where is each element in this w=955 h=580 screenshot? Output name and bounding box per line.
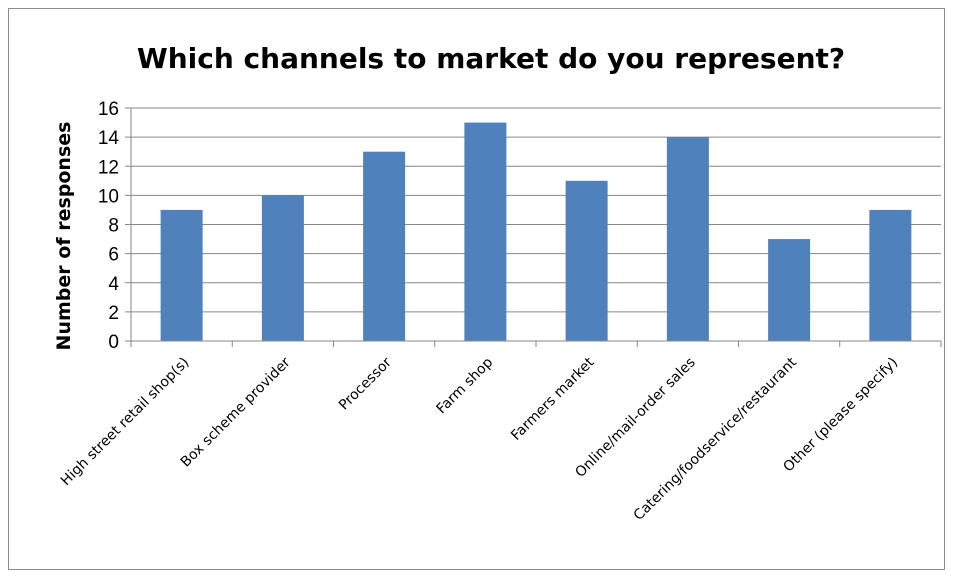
bar — [565, 180, 608, 341]
axes — [125, 107, 942, 347]
y-axis-label: Number of responses — [53, 122, 75, 351]
y-tick-labels: 0 2 4 6 8 10 12 14 16 — [98, 99, 120, 353]
bar — [666, 137, 709, 341]
x-tick-label: Other (please specify) — [780, 355, 901, 476]
y-tick-label: 6 — [108, 245, 119, 266]
x-tick-labels: High street retail shop(s)Box scheme pro… — [58, 354, 901, 524]
y-tick-label: 14 — [98, 128, 120, 149]
x-tick-label: Online/mail-order sales — [572, 355, 698, 481]
y-tick-label: 12 — [98, 157, 119, 178]
x-tick-label: Catering/foodservice/restaurant — [631, 354, 801, 524]
y-tick-label: 16 — [98, 99, 119, 120]
bar — [363, 151, 406, 341]
x-tick-label: Processor — [336, 354, 395, 413]
y-tick-label: 4 — [108, 274, 119, 295]
y-tick-label: 10 — [98, 186, 119, 207]
bar — [160, 209, 203, 341]
y-tick-label: 2 — [108, 303, 119, 324]
x-tick-label: Farmers market — [508, 354, 598, 444]
x-tick-label: Box scheme provider — [178, 354, 294, 470]
bar-chart: Which channels to market do you represen… — [53, 42, 942, 524]
gridlines — [131, 107, 941, 313]
chart-title: Which channels to market do you represen… — [137, 42, 845, 75]
bars — [160, 122, 912, 341]
bar — [869, 209, 912, 341]
bar — [261, 195, 304, 341]
chart-frame: Which channels to market do you represen… — [8, 8, 945, 570]
bar — [768, 239, 811, 341]
x-tick-label: High street retail shop(s) — [58, 355, 193, 490]
bar — [464, 122, 507, 341]
y-tick-label: 0 — [108, 332, 119, 353]
y-tick-label: 8 — [108, 216, 119, 237]
x-tick-label: Farm shop — [434, 354, 497, 417]
